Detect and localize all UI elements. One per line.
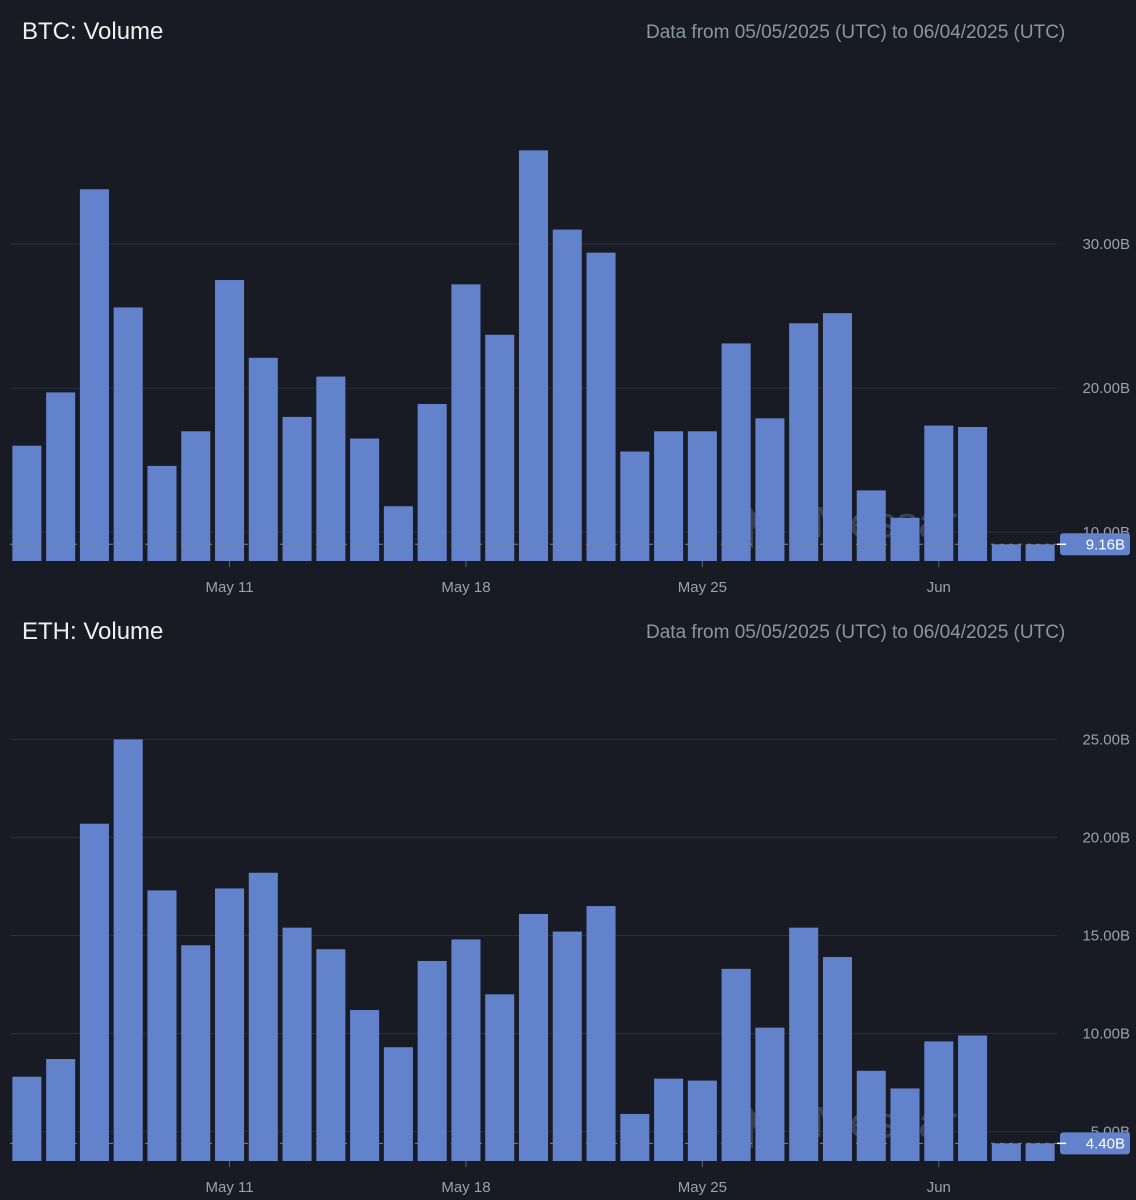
y-tick-label: 30.00B: [1082, 236, 1130, 253]
bar: [721, 343, 751, 561]
bar: [822, 313, 852, 561]
bar: [46, 1059, 76, 1161]
chart-title: ETH: Volume: [22, 618, 164, 645]
bar: [856, 490, 886, 561]
last-value-label: 9.16B: [1086, 536, 1125, 553]
bar: [451, 939, 481, 1161]
bar: [890, 1088, 920, 1161]
bar: [282, 416, 312, 561]
bar: [383, 506, 413, 561]
bar: [316, 376, 346, 561]
bar: [316, 949, 346, 1161]
bar: [485, 334, 515, 561]
y-tick-label: 20.00B: [1082, 380, 1130, 397]
bar: [654, 1078, 684, 1161]
bar: [991, 544, 1021, 561]
bar: [12, 445, 42, 561]
y-tick-label: 25.00B: [1082, 731, 1130, 748]
x-tick-label: May 11: [205, 579, 253, 596]
bar: [248, 357, 278, 561]
last-value-badge: [1060, 533, 1130, 556]
chart-subtitle: Data from 05/05/2025 (UTC) to 06/04/2025…: [646, 22, 1066, 43]
bar: [12, 1076, 42, 1161]
chart-title: BTC: Volume: [22, 18, 164, 45]
bar: [958, 1035, 988, 1161]
x-tick-label: Jun: [927, 579, 951, 596]
x-tick-label: May 18: [441, 579, 490, 596]
bar: [282, 927, 312, 1161]
bar: [687, 1080, 717, 1161]
bar: [890, 517, 920, 561]
bar: [417, 960, 447, 1161]
bar: [383, 1047, 413, 1161]
bar: [552, 931, 582, 1161]
bar: [822, 957, 852, 1161]
last-value-label: 4.40B: [1086, 1135, 1125, 1152]
bar: [113, 739, 143, 1161]
y-tick-label: 10.00B: [1082, 1026, 1130, 1043]
bar: [620, 1113, 650, 1161]
bar: [924, 1041, 954, 1161]
messari-mark-icon: [733, 489, 777, 549]
x-tick-label: May 18: [441, 1179, 490, 1196]
bar: [924, 425, 954, 561]
bar: [721, 968, 751, 1161]
y-tick-label: 20.00B: [1082, 829, 1130, 846]
bar: [958, 426, 988, 561]
bar: [991, 1143, 1021, 1161]
bar: [1025, 544, 1055, 561]
chart-subtitle: Data from 05/05/2025 (UTC) to 06/04/2025…: [646, 622, 1066, 643]
y-tick-label: 15.00B: [1082, 928, 1130, 945]
bar: [181, 431, 211, 561]
bar: [518, 150, 549, 562]
btc-volume-chart: BTC: Volume Data from 05/05/2025 (UTC) t…: [10, 18, 1130, 596]
bar: [79, 189, 109, 561]
bar: [147, 890, 177, 1161]
bar: [856, 1070, 886, 1161]
bar: [181, 945, 211, 1161]
bar: [620, 451, 650, 561]
x-tick-label: May 11: [205, 1179, 253, 1196]
bar: [586, 906, 616, 1161]
eth-volume-chart: ETH: Volume Data from 05/05/2025 (UTC) t…: [0, 600, 1136, 1200]
bar: [552, 229, 582, 562]
bar: [417, 403, 447, 561]
last-value-badge: [1060, 1132, 1130, 1155]
x-tick-label: May 25: [678, 579, 727, 596]
bar: [654, 431, 684, 561]
bar: [789, 927, 819, 1161]
bar: [350, 438, 380, 561]
bar: [79, 823, 109, 1161]
messari-mark-icon: [733, 1089, 777, 1149]
bar: [518, 913, 549, 1161]
bar: [1025, 1143, 1055, 1161]
bar: [215, 888, 245, 1161]
bar: [248, 872, 278, 1161]
bar: [755, 1027, 785, 1161]
bar: [147, 465, 177, 561]
x-tick-label: Jun: [927, 1179, 951, 1196]
bar: [586, 252, 616, 561]
bar: [485, 994, 515, 1161]
bar: [113, 307, 143, 561]
bar: [350, 1010, 380, 1161]
bar: [789, 323, 819, 561]
bar: [687, 431, 717, 561]
bar: [755, 418, 785, 561]
bar: [451, 284, 481, 561]
bar: [46, 392, 76, 561]
bar: [215, 280, 245, 561]
x-tick-label: May 25: [678, 1179, 727, 1196]
